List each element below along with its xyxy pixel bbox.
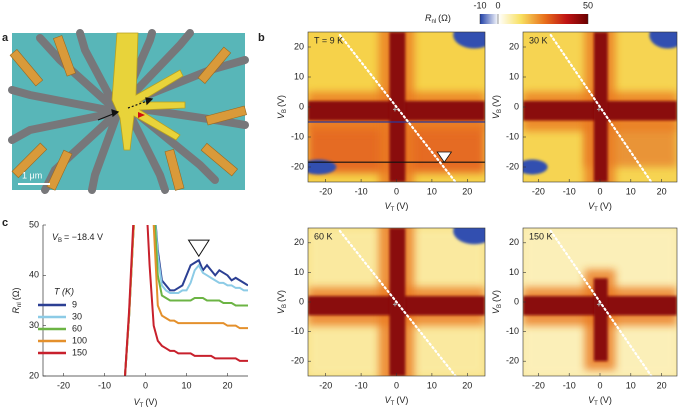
x-tick-label: 20 — [657, 186, 667, 196]
colorbar-tick-label: 50 — [583, 0, 593, 10]
panel-label: b — [258, 32, 265, 44]
x-tick-label: 10 — [626, 380, 636, 390]
panel-label: a — [2, 32, 9, 44]
y-tick-label: 50 — [29, 219, 39, 229]
x-tick-label: -20 — [532, 186, 545, 196]
y-tick-label: -20 — [506, 356, 519, 366]
x-tick-label: 0 — [394, 380, 399, 390]
colorbar-tick-label: 0 — [495, 0, 500, 10]
x-tick-label: 10 — [626, 186, 636, 196]
legend-label: 60 — [72, 323, 82, 333]
y-tick-label: 20 — [29, 370, 39, 380]
y-tick-label: 0 — [514, 101, 519, 111]
y-tick-label: 10 — [294, 267, 304, 277]
y-tick-label: 20 — [509, 237, 519, 247]
x-axis-label: VT (V) — [588, 201, 612, 212]
x-tick-label: 20 — [657, 380, 667, 390]
legend-label: 150 — [72, 347, 87, 357]
x-tick-label: 0 — [597, 186, 602, 196]
heatmap — [523, 228, 677, 376]
line-series — [124, 225, 248, 376]
y-tick-label: -10 — [291, 131, 304, 141]
panel-temperature: 150 K — [529, 231, 553, 241]
x-axis-label: VT (V) — [385, 201, 409, 212]
y-tick-label: 40 — [29, 270, 39, 280]
colorbar-label: Rnl (Ω) — [425, 13, 451, 24]
panel-label: c — [2, 217, 8, 229]
line-series — [124, 225, 248, 376]
y-tick-label: -20 — [291, 161, 304, 171]
x-axis-label: VT (V) — [134, 397, 158, 408]
y-tick-label: 0 — [514, 296, 519, 306]
y-tick-label: -10 — [506, 326, 519, 336]
colorbar — [480, 14, 588, 24]
x-tick-label: -10 — [355, 186, 368, 196]
panel-temperature: 30 K — [529, 35, 548, 45]
scale-bar-label: 1 μm — [22, 170, 42, 180]
x-tick-label: -10 — [98, 380, 111, 390]
heatmap — [523, 32, 677, 182]
panel-temperature: 60 K — [314, 231, 333, 241]
y-tick-label: 20 — [294, 41, 304, 51]
x-tick-label: 10 — [181, 380, 191, 390]
y-tick-label: 10 — [294, 71, 304, 81]
x-tick-label: -20 — [57, 380, 70, 390]
y-axis-label: VB(V) — [276, 95, 287, 119]
colorbar-tick-label: -10 — [473, 0, 486, 10]
sem-image: 1 μm — [8, 29, 249, 194]
panel-temperature: T = 9 K — [314, 35, 343, 45]
line-series — [124, 225, 248, 376]
x-tick-label: 10 — [427, 380, 437, 390]
x-tick-label: -20 — [532, 380, 545, 390]
y-tick-label: 30 — [29, 320, 39, 330]
x-tick-label: 20 — [462, 380, 472, 390]
x-axis-label: VT (V) — [588, 395, 612, 406]
y-tick-label: 20 — [509, 41, 519, 51]
y-tick-label: -20 — [506, 161, 519, 171]
x-tick-label: -10 — [563, 380, 576, 390]
x-tick-label: 20 — [222, 380, 232, 390]
legend-label: 100 — [72, 335, 87, 345]
y-tick-label: -10 — [506, 131, 519, 141]
x-tick-label: 10 — [427, 186, 437, 196]
line-series — [124, 225, 248, 376]
x-tick-label: 0 — [597, 380, 602, 390]
heatmap — [308, 228, 485, 376]
heatmap — [308, 32, 485, 182]
y-tick-label: 10 — [509, 71, 519, 81]
x-axis-label: VT (V) — [385, 395, 409, 406]
y-tick-label: -10 — [291, 326, 304, 336]
y-tick-label: -20 — [291, 356, 304, 366]
x-tick-label: -20 — [319, 380, 332, 390]
x-tick-label: 0 — [143, 380, 148, 390]
y-axis-label: Rnl(Ω) — [11, 288, 22, 314]
y-axis-label: VB(V) — [491, 95, 502, 119]
y-tick-label: 0 — [299, 296, 304, 306]
peak-marker — [187, 239, 210, 258]
legend-label: 9 — [72, 299, 77, 309]
legend-title: T (K) — [54, 286, 74, 296]
x-tick-label: -20 — [319, 186, 332, 196]
legend-label: 30 — [72, 311, 82, 321]
x-tick-label: -10 — [563, 186, 576, 196]
x-tick-label: 0 — [394, 186, 399, 196]
y-tick-label: 0 — [299, 101, 304, 111]
line-series — [124, 225, 248, 376]
y-tick-label: 10 — [509, 267, 519, 277]
y-axis-label: VB(V) — [276, 290, 287, 314]
x-tick-label: -10 — [355, 380, 368, 390]
x-tick-label: 20 — [462, 186, 472, 196]
y-tick-label: 20 — [294, 237, 304, 247]
y-axis-label: VB(V) — [491, 290, 502, 314]
annotation: VB = −18.4 V — [52, 232, 103, 243]
